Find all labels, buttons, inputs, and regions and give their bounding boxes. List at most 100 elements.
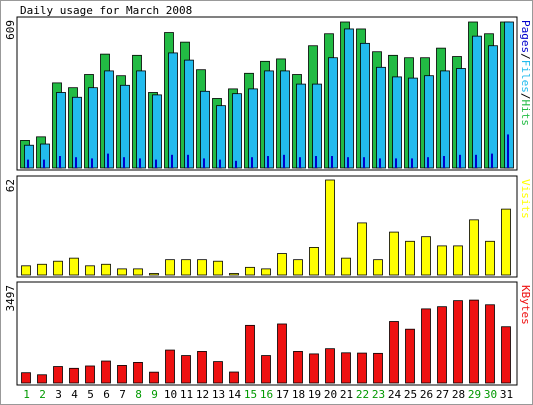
files-bar	[136, 70, 146, 169]
x-axis-day-labels: 1 2 3 4 5 6 7 8 9 10 11 12 13 14 15 16 17 18 19 20 21 22 23 24 2…	[23, 388, 513, 401]
visits-bar	[277, 253, 287, 276]
kbytes-bar	[389, 321, 399, 384]
visits-bar	[85, 265, 95, 276]
kbytes-bar	[53, 366, 63, 384]
top-panel-max-label: 609	[4, 20, 17, 40]
kbytes-bar	[405, 328, 415, 384]
day-label: 9	[151, 388, 158, 401]
files-bar	[280, 70, 290, 169]
visits-bar	[53, 260, 63, 276]
visits-bar	[21, 265, 31, 276]
pages-bar	[107, 153, 109, 168]
day-label: 18	[292, 388, 305, 401]
day-label: 26	[420, 388, 433, 401]
files-bar	[424, 75, 434, 169]
kbytes-bar	[21, 372, 31, 384]
visits-bar	[405, 240, 415, 276]
files-bar	[360, 42, 370, 169]
files-bar	[408, 77, 418, 169]
kbytes-bar	[341, 352, 351, 384]
visits-bar	[165, 259, 175, 276]
files-bar	[264, 70, 274, 169]
pages-bar	[235, 160, 237, 168]
day-label: 20	[324, 388, 337, 401]
files-bar	[344, 28, 354, 169]
day-label: 28	[452, 388, 465, 401]
day-label: 8	[135, 388, 142, 401]
pages-bar	[219, 159, 221, 168]
pages-bar	[475, 154, 477, 168]
kbytes-bar	[69, 367, 79, 384]
day-label: 11	[180, 388, 193, 401]
pages-bar	[139, 158, 141, 168]
files-bar	[168, 52, 178, 169]
pages-bar	[411, 158, 413, 168]
files-bar	[472, 35, 482, 169]
visits-bar	[389, 231, 399, 276]
visits-bar	[69, 257, 79, 276]
visits-bar	[469, 219, 479, 276]
kbytes-bar	[213, 361, 223, 384]
visits-bar	[229, 273, 239, 276]
kbytes-bar	[373, 352, 383, 384]
files-bar	[200, 90, 210, 169]
kbytes-bar	[453, 300, 463, 384]
pages-bar	[123, 157, 125, 168]
visits-bar	[37, 263, 47, 276]
files-bar	[104, 70, 114, 169]
visits-bar	[197, 259, 207, 276]
pages-bar	[91, 158, 93, 168]
pages-bar	[427, 157, 429, 168]
day-label: 29	[468, 388, 481, 401]
day-label: 1	[23, 388, 30, 401]
kbytes-bar	[181, 355, 191, 384]
files-bar	[120, 84, 130, 169]
day-label: 12	[196, 388, 209, 401]
pages-bar	[459, 154, 461, 168]
visits-bar	[357, 222, 367, 276]
pages-bar	[267, 156, 269, 168]
pages-bar	[283, 154, 285, 168]
pages-bar	[395, 158, 397, 168]
day-label: 10	[164, 388, 177, 401]
day-label: 27	[436, 388, 449, 401]
pages-bar	[507, 134, 509, 168]
middle-panel-max-label: 62	[4, 179, 17, 192]
middle-panel-frame	[16, 175, 518, 278]
kbytes-bar	[261, 355, 271, 384]
kbytes-bar	[501, 326, 511, 384]
day-label: 2	[39, 388, 46, 401]
visits-bar	[501, 208, 511, 276]
kbytes-bar	[37, 374, 47, 384]
pages-bar	[379, 158, 381, 168]
files-bar	[88, 87, 98, 169]
pages-bar	[363, 157, 365, 168]
day-label: 15	[244, 388, 257, 401]
pages-bar	[187, 154, 189, 168]
files-bar	[456, 68, 466, 169]
visits-bar	[149, 273, 159, 276]
kbytes-bar	[421, 308, 431, 384]
visits-bar	[101, 263, 111, 276]
files-bar	[296, 83, 306, 169]
files-bar	[376, 66, 386, 169]
day-label: 23	[372, 388, 385, 401]
kbytes-bar	[245, 324, 255, 384]
day-label: 25	[404, 388, 417, 401]
files-bar	[328, 57, 338, 169]
visits-bar	[325, 179, 335, 276]
day-label: 30	[484, 388, 497, 401]
pages-bar	[155, 159, 157, 168]
top-panel-legend: Pages/Files/Hits	[519, 20, 532, 126]
kbytes-bar	[325, 348, 335, 384]
kbytes-bar	[133, 362, 143, 384]
visits-bar	[437, 245, 447, 276]
top-panel-bars	[20, 21, 514, 169]
kbytes-bar	[469, 299, 479, 384]
visits-bar	[213, 260, 223, 276]
visits-bar	[261, 268, 271, 276]
pages-bar	[203, 158, 205, 168]
files-bar	[312, 83, 322, 169]
